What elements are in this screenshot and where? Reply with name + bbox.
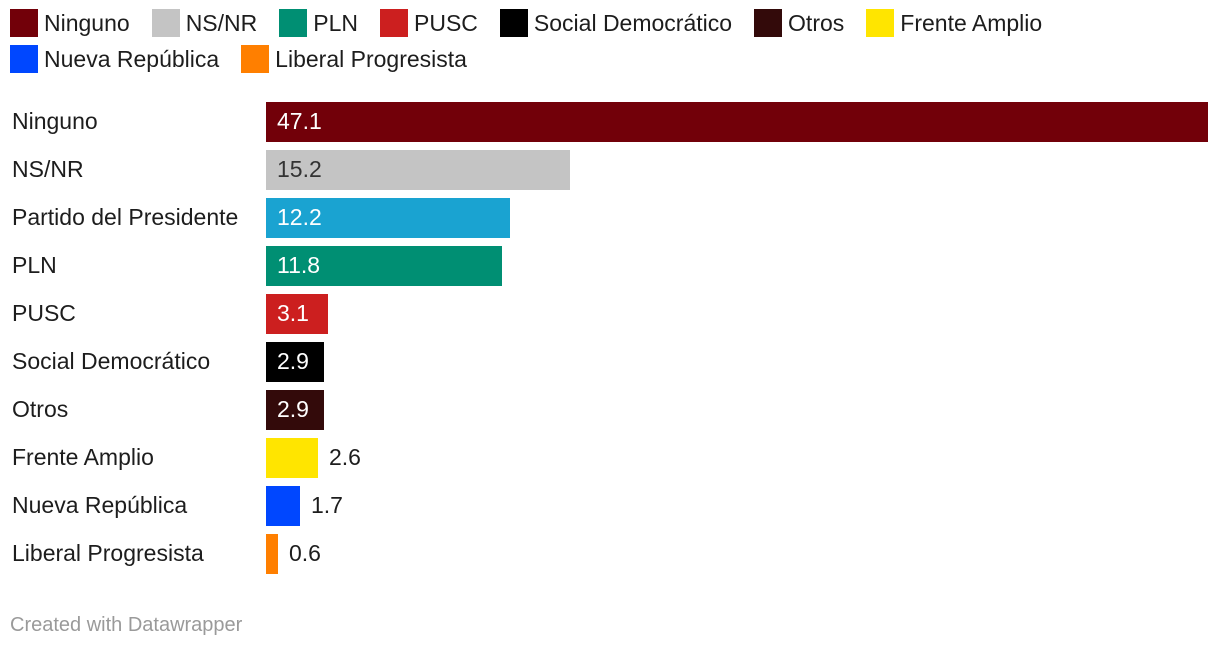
bar <box>266 198 510 238</box>
bar <box>266 102 1208 142</box>
bar-row: PLN 11.8 <box>0 244 1220 292</box>
legend-swatch <box>10 45 38 73</box>
value-label: 3.1 <box>277 300 309 326</box>
value-label: 2.9 <box>277 396 309 422</box>
category-label: Social Democrático <box>12 348 211 374</box>
legend-label: PUSC <box>414 10 478 36</box>
legend-swatch <box>279 9 308 37</box>
footer-credit: Created with Datawrapper <box>10 614 243 636</box>
value-label: 1.7 <box>311 492 343 518</box>
legend-label: Liberal Progresista <box>275 46 467 72</box>
legend-label: Nueva República <box>44 46 220 72</box>
legend-item: PLN <box>279 8 358 38</box>
category-label: Liberal Progresista <box>12 540 204 566</box>
legend-label: NS/NR <box>185 10 258 36</box>
legend-label: Frente Amplio <box>900 10 1043 36</box>
bar-row: Partido del Presidente 12.2 <box>0 196 1220 244</box>
category-label: Nueva República <box>12 492 188 518</box>
category-label: Frente Amplio <box>12 444 154 470</box>
legend-item: NS/NR <box>151 8 258 38</box>
bar-row: Otros 2.9 <box>0 388 1220 436</box>
legend-item: Social Democrático <box>499 8 733 38</box>
bar-row: Liberal Progresista 0.6 <box>0 532 1220 580</box>
legend-item: Liberal Progresista <box>241 44 467 74</box>
bar-row: Social Democrático 2.9 <box>0 340 1220 388</box>
legend-item: Otros <box>754 8 844 38</box>
legend-label: PLN <box>313 10 358 36</box>
bar <box>266 294 328 334</box>
category-label: Otros <box>12 396 69 422</box>
legend-item: Ninguno <box>10 8 130 38</box>
bar-row: PUSC 3.1 <box>0 292 1220 340</box>
legend-swatch <box>151 9 180 37</box>
legend-swatch <box>10 9 38 37</box>
legend: Ninguno NS/NR PLN PUSC Social Democrático Otr… <box>10 8 1210 74</box>
legend-swatch <box>754 9 783 37</box>
bar <box>266 438 318 478</box>
legend-swatch <box>241 45 270 73</box>
category-label: PUSC <box>12 300 76 326</box>
bar-row: Frente Amplio 2.6 <box>0 436 1220 484</box>
bar-chart: Ninguno 47.1 NS/NR 15.2 Partido del Presiden… <box>0 100 1220 580</box>
legend-item: PUSC <box>380 8 478 38</box>
value-label: 15.2 <box>277 156 322 182</box>
category-label: PLN <box>12 252 57 278</box>
legend-swatch <box>866 9 895 37</box>
value-label: 2.6 <box>329 444 361 470</box>
value-label: 12.2 <box>277 204 322 230</box>
bar <box>266 390 324 430</box>
bar <box>266 486 300 526</box>
legend-label: Social Democrático <box>533 10 733 36</box>
bar <box>266 246 502 286</box>
legend-label: Otros <box>788 10 845 36</box>
value-label: 47.1 <box>277 108 322 134</box>
bar-row: Nueva República 1.7 <box>0 484 1220 532</box>
bar-row: Ninguno 47.1 <box>0 100 1220 148</box>
category-label: Partido del Presidente <box>12 204 239 230</box>
legend-swatch <box>380 9 408 37</box>
category-label: NS/NR <box>12 156 84 182</box>
bar <box>266 342 324 382</box>
category-label: Ninguno <box>12 108 98 134</box>
bar-row: NS/NR 15.2 <box>0 148 1220 196</box>
bar <box>266 150 570 190</box>
bar <box>266 534 278 574</box>
value-label: 2.9 <box>277 348 309 374</box>
legend-item: Frente Amplio <box>866 8 1042 38</box>
value-label: 0.6 <box>289 540 321 566</box>
legend-swatch <box>499 9 528 37</box>
legend-item: Nueva República <box>10 44 219 74</box>
legend-label: Ninguno <box>44 10 130 36</box>
value-label: 11.8 <box>277 252 321 278</box>
